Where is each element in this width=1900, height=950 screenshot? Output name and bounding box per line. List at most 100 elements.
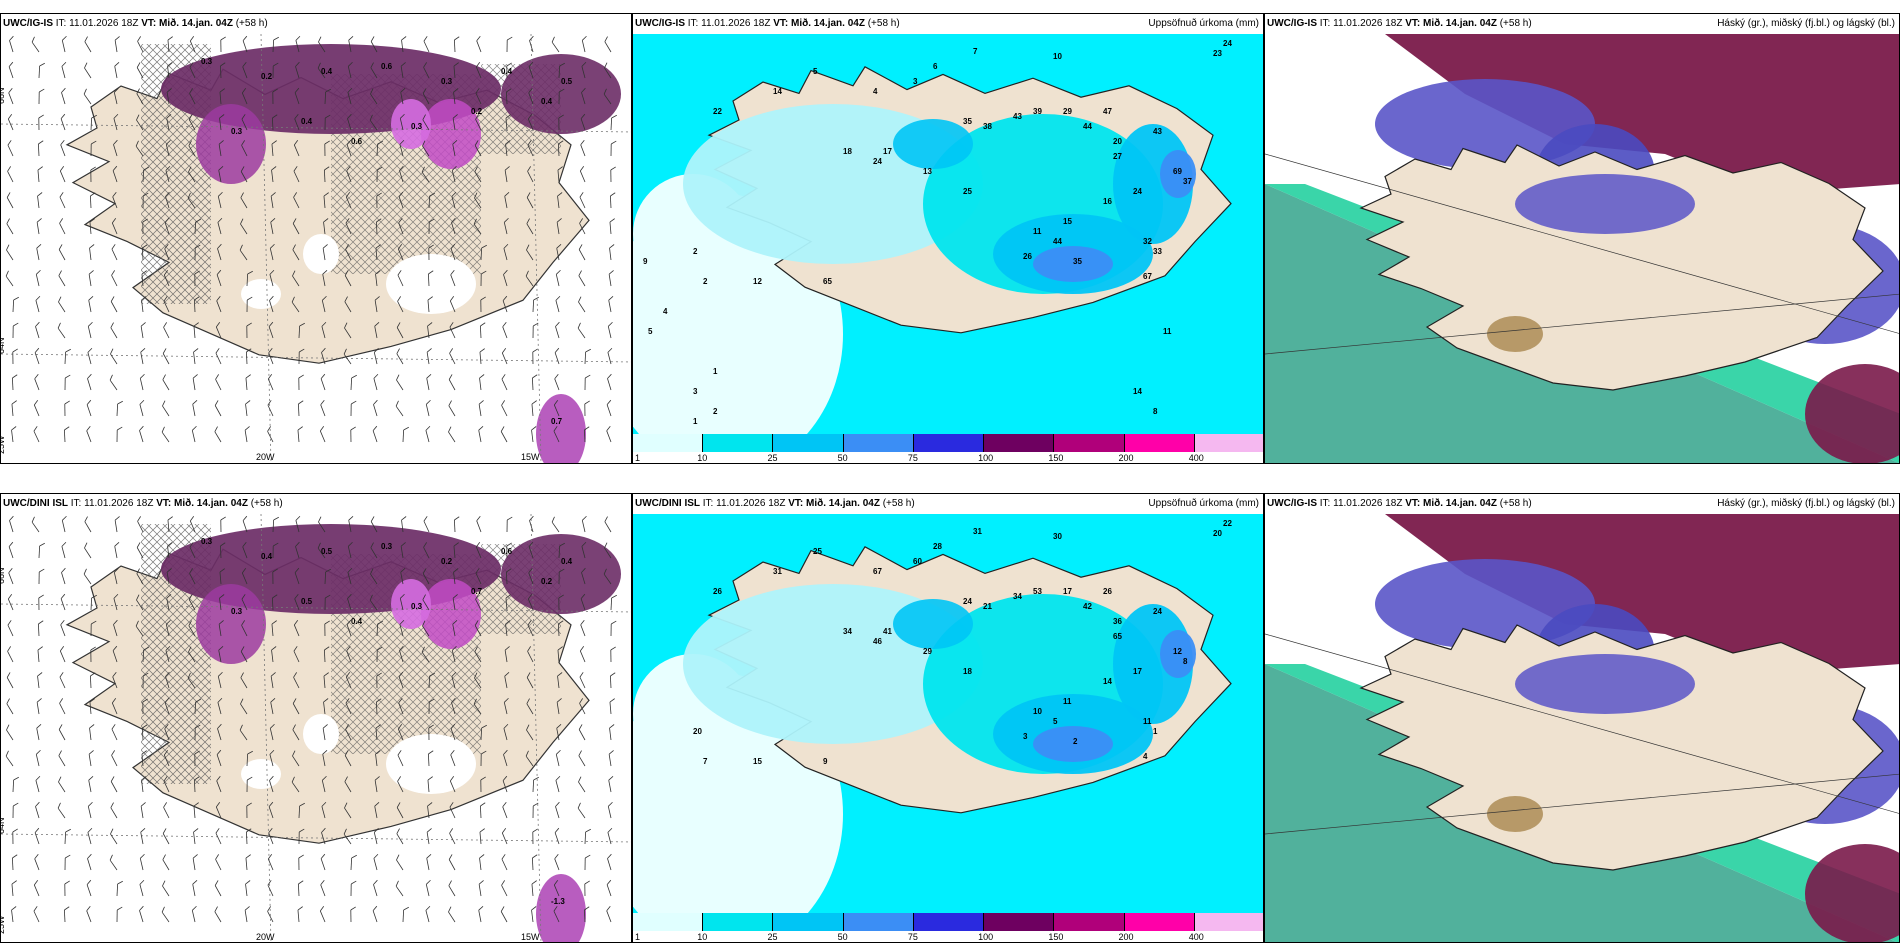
wind-barb	[192, 854, 198, 871]
wind-barb	[475, 114, 482, 131]
wind-barb	[322, 750, 328, 767]
wind-barb	[163, 270, 170, 287]
wind-barb	[292, 698, 300, 715]
precip-value-label: 22	[713, 107, 722, 116]
wind-barb	[6, 244, 14, 261]
wind-barb	[215, 802, 222, 819]
wind-barb	[193, 348, 199, 365]
wind-barb	[141, 750, 147, 767]
mid-cloud-region	[1515, 174, 1695, 234]
wind-barb	[295, 541, 300, 559]
wind-barb	[271, 114, 278, 131]
wind-barb	[504, 192, 510, 209]
wind-barb	[323, 698, 329, 715]
precip-value-label: 1	[713, 367, 718, 376]
precip-blob	[196, 584, 266, 664]
glacier-patch	[303, 234, 339, 274]
wind-barb	[163, 296, 170, 313]
wind-barb	[347, 593, 352, 611]
wind-barb	[347, 87, 353, 105]
colorbar-swatch	[843, 913, 914, 931]
wind-barb	[370, 88, 378, 105]
wind-barb	[396, 322, 404, 339]
wind-barb	[476, 515, 482, 533]
wind-barb	[136, 88, 144, 105]
wind-barb	[344, 750, 352, 767]
wind-barb	[399, 113, 405, 131]
wind-barb	[269, 775, 274, 793]
precip-value-label: 41	[883, 627, 892, 636]
graticule-line	[1265, 293, 1899, 355]
wind-barb	[139, 373, 145, 391]
wind-barb	[60, 139, 66, 157]
wind-barb	[473, 218, 482, 235]
wind-barb	[527, 646, 534, 663]
wind-barb	[373, 373, 379, 391]
wind-barb	[428, 672, 435, 689]
colorbar-tick: 75	[907, 453, 918, 463]
wind-barb	[448, 880, 456, 897]
glacier-patch	[241, 279, 281, 309]
wind-barb	[606, 399, 612, 417]
wind-barb	[38, 62, 45, 79]
wind-barb	[241, 568, 248, 585]
wind-barb	[139, 425, 144, 443]
precip-value-label: 32	[1143, 237, 1152, 246]
wind-barb	[139, 879, 145, 897]
wind-barb	[503, 749, 508, 767]
wind-barb	[395, 400, 404, 417]
wind-barb	[450, 749, 456, 767]
wind-barb	[453, 88, 459, 105]
wind-barb	[450, 243, 456, 261]
wind-barb	[163, 802, 170, 819]
wind-barb	[291, 776, 300, 793]
colorbar-swatch	[1124, 434, 1195, 452]
panel-header: UWC/DINI ISL IT: 11.01.2026 18Z VT: Mið.…	[635, 498, 915, 509]
wind-barb	[191, 425, 197, 443]
graticule-line	[1, 603, 631, 613]
wind-barb	[217, 217, 223, 235]
precip-value-label: 34	[843, 627, 852, 636]
precip-value-label: 21	[983, 602, 992, 611]
graticule-line	[260, 34, 272, 463]
wind-barb	[35, 295, 41, 313]
wind-barb	[114, 542, 120, 559]
wind-barb	[604, 516, 612, 533]
cloud-map	[1265, 514, 1899, 942]
wind-barb	[532, 776, 539, 793]
wind-barb	[322, 244, 328, 261]
wind-barb	[59, 646, 66, 663]
wind-barb	[350, 906, 356, 923]
wind-barb	[578, 724, 586, 741]
wind-barb	[88, 296, 94, 313]
wind-barb	[528, 87, 534, 105]
axis-label-lon: 15W	[521, 452, 540, 462]
cloud-map	[1265, 34, 1899, 463]
wind-barb	[162, 348, 170, 365]
wind-barb	[555, 269, 561, 287]
wind-barb	[525, 270, 534, 287]
wind-barb	[584, 828, 591, 845]
wind-barb	[505, 140, 511, 157]
wind-barb	[140, 802, 146, 819]
colorbar-tick: 100	[978, 932, 994, 942]
wind-barb	[142, 218, 148, 235]
wind-barb	[215, 348, 222, 365]
wind-barb	[84, 542, 92, 559]
wind-barb	[136, 594, 144, 611]
precip-value-label: 0.3	[381, 542, 393, 551]
wind-barb	[188, 166, 196, 183]
wind-barb	[294, 567, 300, 585]
precip-value-label: 0.3	[411, 602, 423, 611]
precip-value-label: 67	[1143, 272, 1152, 281]
precip-value-label: 29	[923, 647, 932, 656]
wind-barb	[373, 827, 379, 845]
precip-value-label: 0.7	[471, 587, 483, 596]
colorbar-swatch	[984, 913, 1055, 931]
wind-barb	[506, 62, 512, 79]
wind-barb	[610, 646, 616, 663]
wind-barb	[558, 114, 564, 131]
precip-value-label: 11	[1163, 327, 1172, 336]
wind-barb	[141, 244, 148, 261]
precip-value-label: 4	[1143, 752, 1148, 761]
